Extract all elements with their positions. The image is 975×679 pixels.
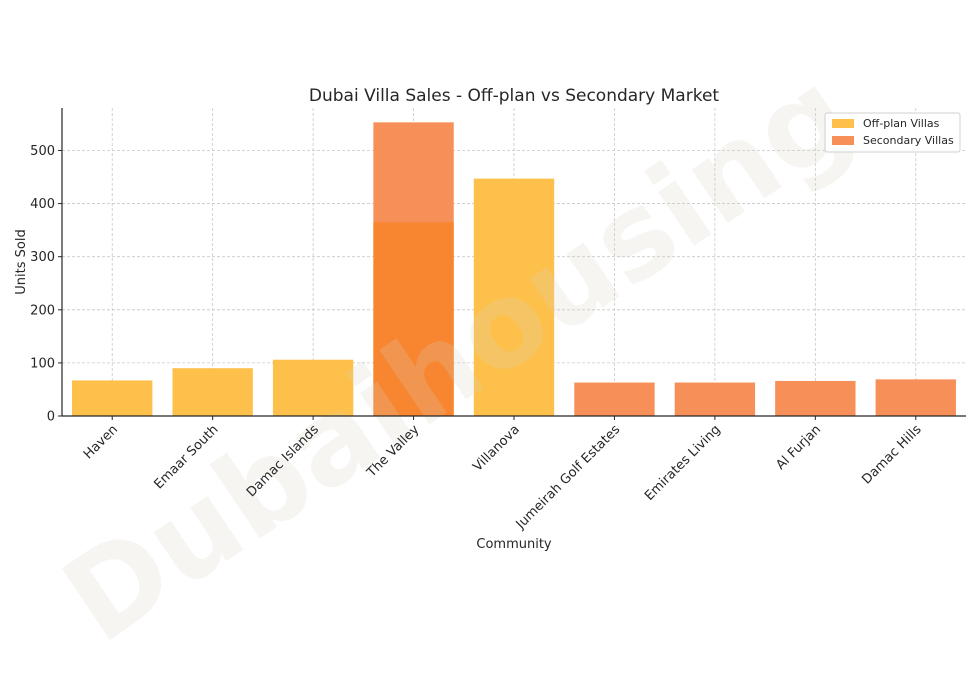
y-tick-label: 400 — [30, 197, 55, 212]
chart-title: Dubai Villa Sales - Off-plan vs Secondar… — [309, 86, 720, 106]
bars — [72, 122, 956, 417]
y-tick-label: 200 — [30, 303, 55, 318]
bar-offplan — [373, 222, 454, 416]
x-tick-label: Damac Hills — [859, 422, 924, 487]
bar-secondary — [574, 382, 655, 416]
legend-swatch-offplan — [832, 119, 854, 128]
bar-secondary — [775, 380, 856, 416]
x-tick-label: Al Furjan — [773, 422, 824, 473]
axes — [58, 108, 966, 420]
watermark-text: Dubaihousing — [39, 43, 875, 669]
bar-offplan — [72, 380, 153, 416]
y-tick-label: 0 — [47, 410, 55, 425]
legend-swatch-secondary — [832, 136, 854, 145]
x-tick-label: Jumeirah Golf Estates — [513, 422, 624, 533]
x-axis-label: Community — [476, 537, 552, 552]
y-axis-label: Units Sold — [14, 229, 29, 294]
bar-secondary — [875, 379, 956, 416]
legend-box — [824, 112, 961, 153]
legend: Off-plan Villas Secondary Villas — [824, 112, 961, 153]
x-tick-label: Haven — [81, 422, 121, 462]
x-tick-label: Villanova — [470, 422, 523, 475]
bar-offplan — [172, 368, 253, 416]
legend-label-secondary: Secondary Villas — [863, 134, 954, 147]
watermark: Dubaihousing — [39, 43, 875, 669]
y-tick-label: 100 — [30, 356, 55, 371]
bar-offplan — [272, 359, 354, 416]
bar-secondary — [674, 382, 756, 416]
y-tick-label: 500 — [30, 144, 55, 159]
legend-label-offplan: Off-plan Villas — [863, 117, 940, 130]
bar-offplan — [473, 178, 555, 416]
y-tick-label: 300 — [30, 250, 55, 265]
y-tick-labels: 0 100 200 300 400 500 — [30, 144, 55, 425]
x-tick-label: Emirates Living — [642, 422, 724, 504]
